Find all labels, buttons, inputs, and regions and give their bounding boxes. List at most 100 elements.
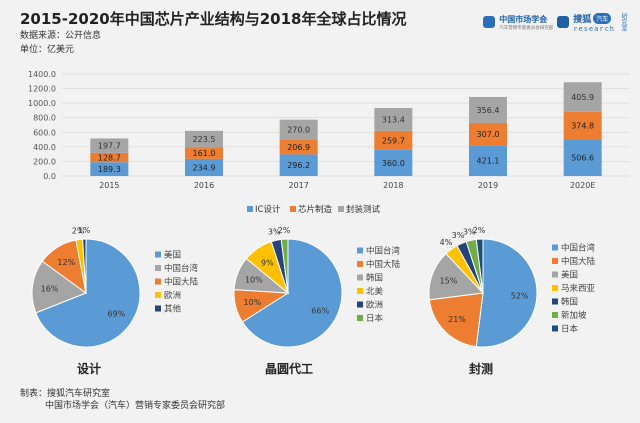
pie-value-label: 10% <box>245 275 263 284</box>
pie-legend-swatch <box>155 305 161 312</box>
pie-legend-label: 中国台湾 <box>366 246 401 257</box>
pie-slice <box>280 238 289 294</box>
pie-legend-label: 美国 <box>561 270 578 281</box>
pie-legend-label: 日本 <box>561 324 579 335</box>
bar-chip-manufacturing <box>279 139 318 155</box>
page-title: 2015-2020年中国芯片产业结构与2018年全球占比情况 <box>20 10 407 28</box>
pie-slice <box>428 252 485 301</box>
bar-chip-manufacturing <box>469 122 507 146</box>
pie-value-label: 2% <box>72 226 85 235</box>
pie-legend-label: 韩国 <box>366 273 383 284</box>
pie-value-label: 10% <box>244 298 262 307</box>
y-tick-label: 1400.0 <box>28 70 56 79</box>
bar-chart: 1400.0 1200.0 1000.0 800.0 600.0 400.0 200.0 0.… <box>28 70 630 190</box>
sohu-research-brand: 搜狐 汽车 research <box>573 12 615 33</box>
bar-packaging-testing <box>469 96 507 123</box>
bar-packaging-testing <box>374 108 413 131</box>
y-tick-label: 600.0 <box>33 128 56 137</box>
pie-legend-swatch <box>357 315 363 321</box>
legend-label: 封装测试 <box>346 204 381 215</box>
pie-value-label: 9% <box>261 259 274 268</box>
data-label: 421.1 <box>477 157 500 166</box>
pie-slice <box>31 260 88 314</box>
pie-legend-swatch <box>357 301 363 308</box>
pie-legend-label: 新加坡 <box>561 310 587 321</box>
pie-title: 封测 <box>469 361 493 376</box>
pie-legend-swatch <box>552 271 558 278</box>
market-society-brand: 中国市场学会 汽车营销专家委员会研究部 <box>499 14 554 31</box>
pie-legend-label: 中国大陆 <box>164 277 199 288</box>
pie-legend-swatch <box>552 298 558 305</box>
bar-ic-design <box>469 145 507 176</box>
pie-title: 设计 <box>77 361 101 376</box>
pie-legend-swatch <box>155 278 161 285</box>
x-tick-label: 2020E <box>570 181 595 190</box>
pie-legend-swatch <box>155 265 161 271</box>
data-label: 270.0 <box>287 126 310 135</box>
y-tick-label: 200.0 <box>33 157 56 166</box>
x-tick-label: 2018 <box>383 181 403 190</box>
pie-slice <box>428 292 484 348</box>
pie-legend-label: 中国台湾 <box>561 243 596 254</box>
pie-value-label: 3% <box>268 228 281 237</box>
x-tick-label: 2017 <box>288 181 308 190</box>
y-tick-label: 800.0 <box>33 114 56 123</box>
data-label: 223.5 <box>193 135 216 144</box>
data-label: 189.3 <box>98 165 121 174</box>
pie-value-label: 69% <box>107 310 125 319</box>
pie-legend-swatch <box>552 285 558 291</box>
pie-legend-swatch <box>357 274 363 281</box>
legend-label: IC设计 <box>255 204 281 215</box>
footer-org: 中国市场学会（汽车）营销专家委员会研究部 <box>45 401 226 411</box>
data-label: 234.9 <box>193 163 216 172</box>
bar-ic-design <box>374 149 413 176</box>
pie-value-label: 21% <box>448 315 466 324</box>
data-source: 数据来源：公开信息 <box>20 31 102 41</box>
data-label: 296.2 <box>287 161 310 170</box>
legend-swatch <box>247 206 253 212</box>
legend-label: 芯片制造 <box>298 204 333 215</box>
legend-swatch <box>338 206 344 212</box>
data-label: 356.4 <box>477 106 500 115</box>
pie-value-label: 3% <box>463 228 476 237</box>
data-label: 506.6 <box>571 154 594 163</box>
bar-chip-manufacturing <box>374 130 413 150</box>
market-society-logo-icon <box>483 16 496 28</box>
x-tick-label: 2015 <box>99 181 119 190</box>
y-tick-label: 400.0 <box>33 143 56 152</box>
pie-value-label: 52% <box>511 291 529 300</box>
bar-ic-design <box>279 154 318 176</box>
pie-legend-label: 美国 <box>164 250 181 261</box>
pie-value-label: 2% <box>473 226 486 235</box>
pie-value-label: 4% <box>440 238 453 247</box>
bar-ic-design <box>563 139 602 176</box>
pie-legend-label: 欧洲 <box>366 300 383 311</box>
sohu-logo-icon <box>557 16 570 28</box>
pie-legend-label: 北美 <box>366 286 384 297</box>
bar-packaging-testing <box>90 138 129 153</box>
pie-legend-label: 韩国 <box>561 297 578 308</box>
bar-packaging-testing <box>185 130 223 148</box>
data-label: 313.4 <box>382 115 405 124</box>
pie-legend-label: 马来西亚 <box>561 284 596 294</box>
pie-value-label: 16% <box>41 284 59 293</box>
pie-legend-label: 中国大陆 <box>366 259 401 270</box>
data-label: 259.7 <box>382 136 405 145</box>
pie-value-label: 1% <box>78 226 91 235</box>
pie-slice <box>82 238 87 294</box>
pie-slice <box>241 238 343 348</box>
pie-value-label: 12% <box>57 258 75 267</box>
y-tick-label: 1200.0 <box>28 85 56 94</box>
data-label: 374.8 <box>571 121 594 130</box>
bar-packaging-testing <box>563 82 602 112</box>
y-tick-label: 1000.0 <box>28 99 56 108</box>
pie-legend-label: 中国台湾 <box>164 263 199 274</box>
pie-legend-swatch <box>155 292 161 298</box>
pie-value-label: 3% <box>452 231 465 240</box>
bar-ic-design <box>185 158 223 176</box>
y-tick-label: 0.0 <box>43 172 56 181</box>
pie-slice <box>475 238 484 294</box>
